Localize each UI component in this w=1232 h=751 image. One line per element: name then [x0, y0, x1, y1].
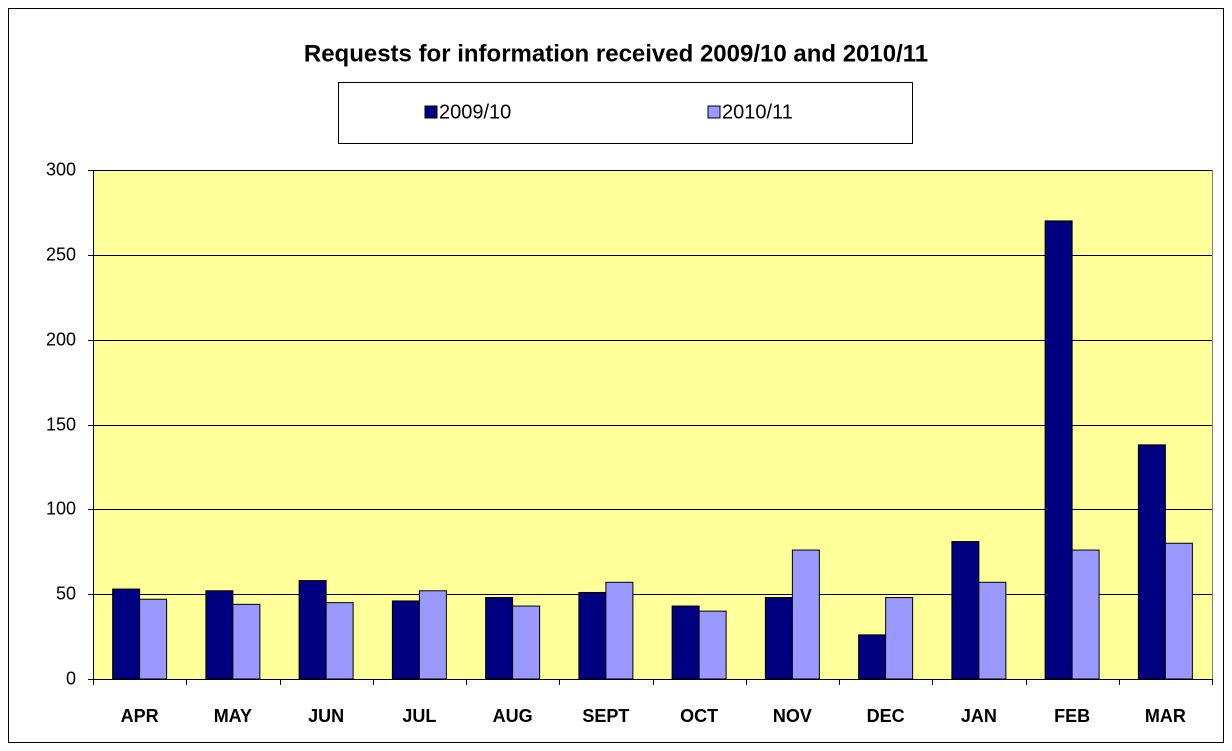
bar — [512, 605, 541, 680]
x-tick-label: JUN — [308, 706, 344, 726]
x-tick-label: SEPT — [582, 706, 629, 726]
bar — [885, 597, 914, 680]
y-tick-label: 300 — [46, 159, 76, 179]
bar — [112, 588, 141, 680]
bar — [1044, 220, 1073, 680]
legend-label: 2009/10 — [439, 101, 511, 123]
y-tick-label: 250 — [46, 244, 76, 264]
bar — [391, 600, 420, 680]
bar — [1071, 549, 1100, 680]
bar — [418, 590, 447, 680]
y-tick-label: 100 — [46, 498, 76, 518]
y-tick-label: 150 — [46, 414, 76, 434]
x-tick-label: AUG — [493, 706, 533, 726]
bar — [951, 541, 980, 680]
bar — [605, 581, 634, 680]
bar — [485, 597, 514, 680]
bar — [298, 580, 327, 680]
bar — [1164, 542, 1193, 680]
x-tick-label: OCT — [680, 706, 718, 726]
legend-swatch — [707, 105, 721, 119]
bar — [232, 603, 261, 680]
x-tick-label: JAN — [961, 706, 997, 726]
bar — [698, 610, 727, 680]
bar — [205, 590, 234, 680]
bar — [858, 634, 887, 680]
y-tick-label: 200 — [46, 329, 76, 349]
x-tick-label: MAY — [214, 706, 252, 726]
bar — [325, 602, 354, 680]
y-tick-label: 50 — [56, 583, 76, 603]
bar — [791, 549, 820, 680]
bar — [764, 597, 793, 680]
bar — [671, 605, 700, 680]
bar — [139, 598, 168, 680]
bar — [978, 581, 1007, 680]
legend-swatch — [424, 105, 438, 119]
x-tick-label: NOV — [773, 706, 812, 726]
y-tick-label: 0 — [66, 668, 76, 688]
bar — [1137, 444, 1166, 680]
bar — [578, 591, 607, 680]
x-tick-label: JUL — [402, 706, 436, 726]
x-tick-label: MAR — [1145, 706, 1186, 726]
x-tick-label: DEC — [867, 706, 905, 726]
legend-label: 2010/11 — [722, 101, 793, 123]
x-tick-label: APR — [121, 706, 159, 726]
chart-title: Requests for information received 2009/1… — [304, 40, 928, 67]
x-tick-label: FEB — [1054, 706, 1090, 726]
